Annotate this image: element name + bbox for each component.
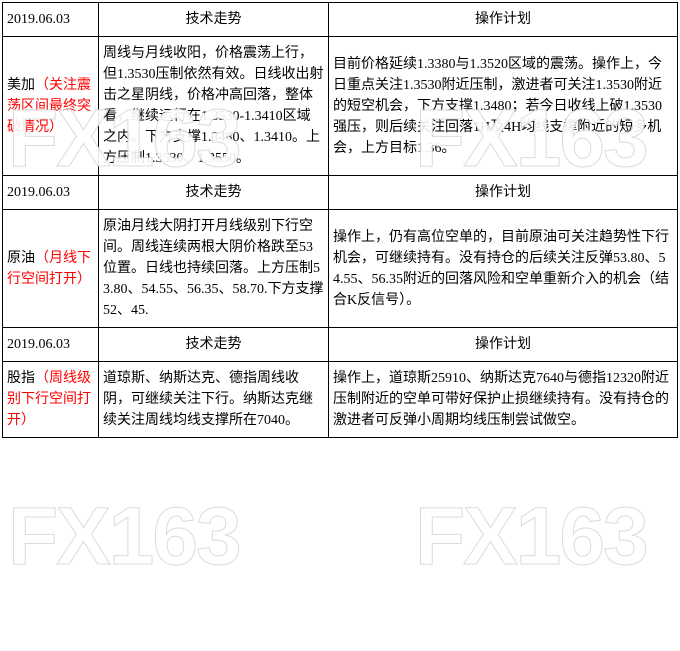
watermark-text-4: FX163: [415, 490, 647, 584]
instrument-name: 股指: [7, 371, 35, 386]
instrument-label-cell: 原油（月线下行空间打开）: [3, 210, 99, 328]
date-cell: 2019.06.03: [3, 328, 99, 362]
plan-cell: 操作上，仍有高位空单的，目前原油可关注趋势性下行机会，可继续持有。没有持仓的后续…: [329, 210, 678, 328]
instrument-name: 原油: [7, 251, 35, 266]
plan-header: 操作计划: [329, 328, 678, 362]
trend-cell: 周线与月线收阳，价格震荡上行，但1.3530压制依然有效。日线收出射击之星阴线，…: [99, 37, 329, 176]
table-row: 原油（月线下行空间打开） 原油月线大阴打开月线级别下行空间。周线连续两根大阴价格…: [3, 210, 678, 328]
data-table: 2019.06.03 技术走势 操作计划 美加（关注震荡区间最终突破情况） 周线…: [2, 2, 678, 438]
table-row: 2019.06.03 技术走势 操作计划: [3, 3, 678, 37]
plan-cell: 目前价格延续1.3380与1.3520区域的震荡。操作上，今日重点关注1.353…: [329, 37, 678, 176]
watermark-text-3: FX163: [8, 490, 240, 584]
plan-cell: 操作上，道琼斯25910、纳斯达克7640与德指12320附近压制附近的空单可带…: [329, 362, 678, 438]
table-row: 股指（周线级别下行空间打开） 道琼斯、纳斯达克、德指周线收阴，可继续关注下行。纳…: [3, 362, 678, 438]
table-row: 2019.06.03 技术走势 操作计划: [3, 176, 678, 210]
trend-header: 技术走势: [99, 328, 329, 362]
date-cell: 2019.06.03: [3, 176, 99, 210]
instrument-name: 美加: [7, 78, 35, 93]
plan-header: 操作计划: [329, 176, 678, 210]
trend-header: 技术走势: [99, 3, 329, 37]
trend-cell: 原油月线大阴打开月线级别下行空间。周线连续两根大阴价格跌至53位置。日线也持续回…: [99, 210, 329, 328]
trend-header: 技术走势: [99, 176, 329, 210]
instrument-label-cell: 股指（周线级别下行空间打开）: [3, 362, 99, 438]
date-cell: 2019.06.03: [3, 3, 99, 37]
instrument-label-cell: 美加（关注震荡区间最终突破情况）: [3, 37, 99, 176]
plan-header: 操作计划: [329, 3, 678, 37]
trend-cell: 道琼斯、纳斯达克、德指周线收阴，可继续关注下行。纳斯达克继续关注周线均线支撑所在…: [99, 362, 329, 438]
table-row: 2019.06.03 技术走势 操作计划: [3, 328, 678, 362]
table-row: 美加（关注震荡区间最终突破情况） 周线与月线收阳，价格震荡上行，但1.3530压…: [3, 37, 678, 176]
